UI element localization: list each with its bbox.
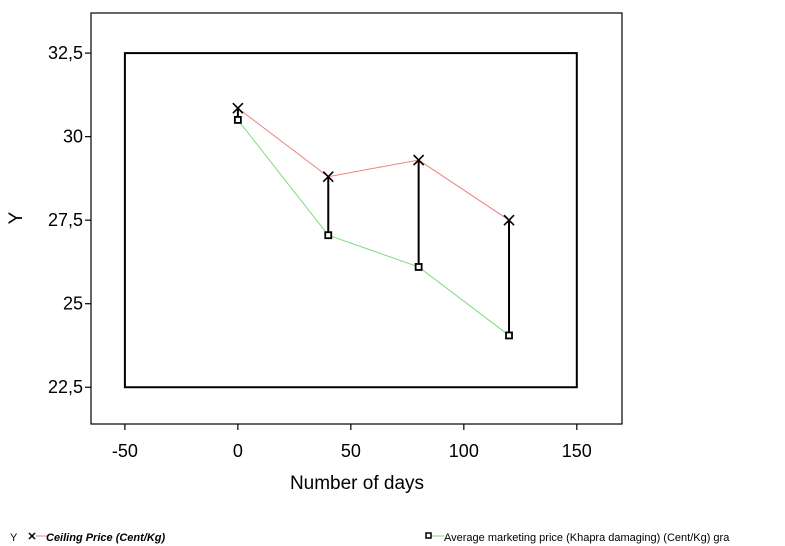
marker-square-point [414, 263, 423, 271]
legend-y-label: Y [10, 532, 18, 544]
marker-square-point [324, 231, 333, 240]
y-tick-label: 30 [63, 127, 83, 147]
legend-ceiling-x-icon [28, 532, 36, 540]
x-tick-label: 150 [562, 441, 592, 461]
series-line-average-marketing-price [237, 119, 510, 336]
y-tick-label: 22,5 [48, 377, 83, 397]
legend-ceiling-label: Ceiling Price (Cent/Kg) [46, 532, 166, 544]
plot-area-border [90, 12, 623, 425]
y-axis: 22,5 25 27,5 30 32,5 [48, 43, 91, 397]
x-tick-label: 100 [449, 441, 479, 461]
marker-square-point [233, 116, 242, 124]
marker-square-point [505, 331, 513, 340]
x-tick-label: -50 [112, 441, 138, 461]
legend-average-square-icon [425, 532, 432, 539]
series-markers [232, 102, 515, 340]
x-tick-label: 0 [233, 441, 243, 461]
marker-x-point [232, 102, 244, 114]
y-tick-label: 32,5 [48, 43, 83, 63]
marker-x-point [322, 171, 334, 183]
reference-frame [123, 52, 578, 389]
x-tick-label: 50 [341, 441, 361, 461]
marker-x-point [503, 214, 515, 226]
marker-x-point [413, 154, 425, 166]
y-axis-title: Y [6, 211, 27, 224]
x-axis: -50 0 50 100 150 [112, 424, 592, 461]
y-tick-label: 25 [63, 294, 83, 314]
series-lines [237, 107, 510, 336]
series-line-ceiling-price [237, 107, 510, 221]
y-tick-label: 27,5 [48, 210, 83, 230]
legend: Y Ceiling Price (Cent/Kg) Average market… [10, 532, 730, 544]
x-axis-title: Number of days [290, 473, 424, 494]
legend-average-label: Average marketing price (Khapra damaging… [444, 532, 730, 544]
drop-lines [236, 108, 511, 336]
